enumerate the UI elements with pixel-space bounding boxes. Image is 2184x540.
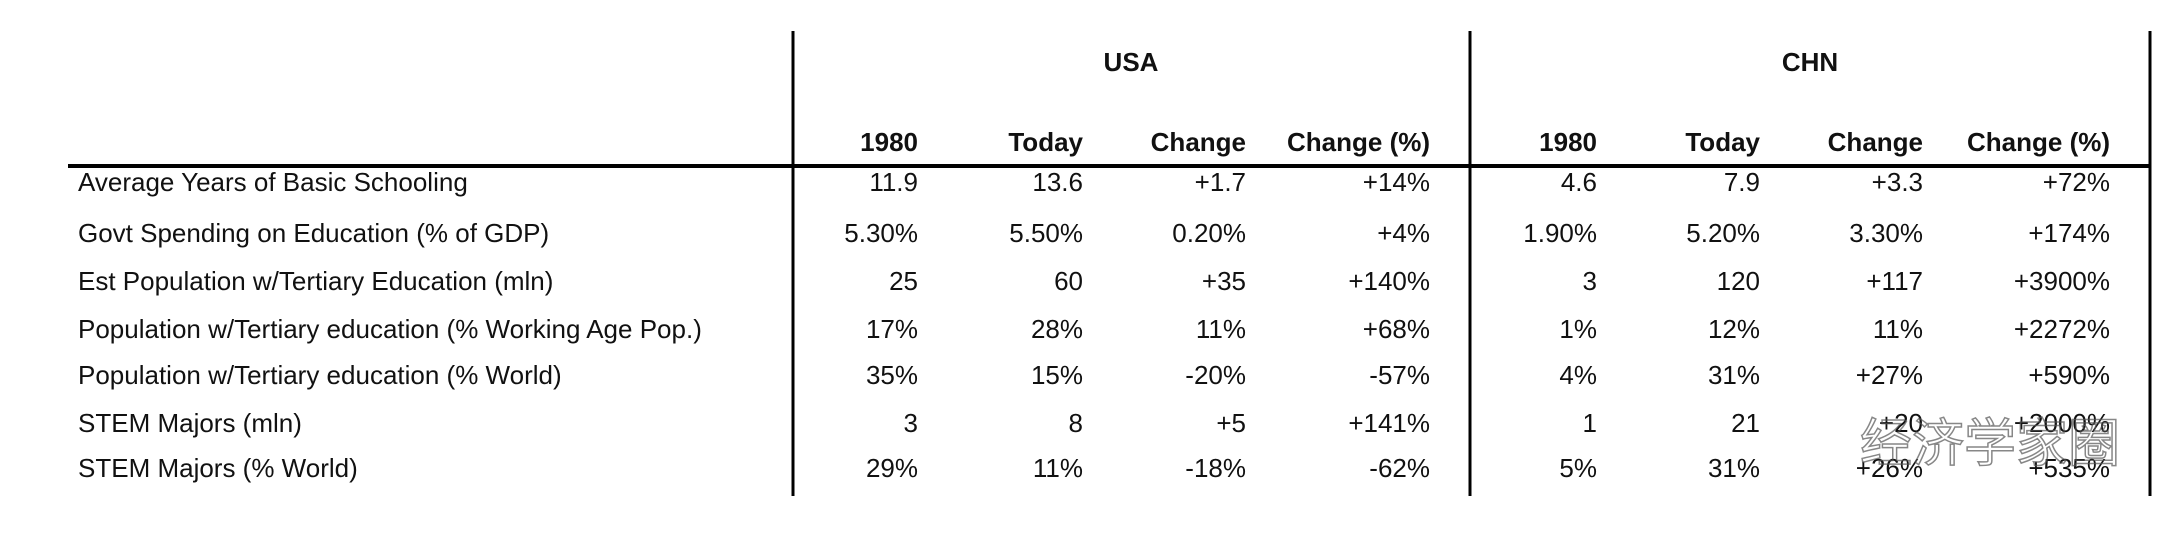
- row-label: STEM Majors (mln): [78, 408, 302, 438]
- cell: +535%: [2028, 453, 2110, 483]
- cell: 4%: [1559, 360, 1597, 390]
- cell: 60: [1054, 266, 1083, 296]
- cell: 5.20%: [1686, 218, 1760, 248]
- cell: 11%: [1033, 453, 1083, 483]
- cell: -20%: [1185, 360, 1246, 390]
- cell: +20: [1879, 408, 1923, 438]
- column-header: 1980: [1539, 127, 1597, 157]
- row-label: Population w/Tertiary education (% Worki…: [78, 314, 702, 344]
- cell: 5.30%: [844, 218, 918, 248]
- column-header: Today: [1008, 127, 1083, 157]
- cell: 3.30%: [1849, 218, 1923, 248]
- cell: 1.90%: [1523, 218, 1597, 248]
- cell: +4%: [1377, 218, 1430, 248]
- cell: 17%: [866, 314, 918, 344]
- column-header: Change (%): [1287, 127, 1430, 157]
- cell: +2000%: [2014, 408, 2110, 438]
- cell: 120: [1717, 266, 1760, 296]
- cell: 5.50%: [1009, 218, 1083, 248]
- cell: 11%: [1873, 314, 1923, 344]
- group-header: USA: [1104, 47, 1159, 77]
- cell: +14%: [1363, 167, 1430, 197]
- watermark: 经济学家圈: [1860, 416, 2120, 474]
- row-label: Average Years of Basic Schooling: [78, 167, 468, 197]
- cell: 5%: [1559, 453, 1597, 483]
- cell: 35%: [866, 360, 918, 390]
- cell: -57%: [1369, 360, 1430, 390]
- column-header: 1980: [860, 127, 918, 157]
- row-label: Population w/Tertiary education (% World…: [78, 360, 562, 390]
- cell: +72%: [2043, 167, 2110, 197]
- cell: +68%: [1363, 314, 1430, 344]
- row-label: Govt Spending on Education (% of GDP): [78, 218, 549, 248]
- cell: +5: [1216, 408, 1246, 438]
- row-label: Est Population w/Tertiary Education (mln…: [78, 266, 553, 296]
- cell: +140%: [1348, 266, 1430, 296]
- column-header: Today: [1685, 127, 1760, 157]
- cell: +174%: [2028, 218, 2110, 248]
- column-header: Change: [1151, 127, 1246, 157]
- cell: 13.6: [1032, 167, 1083, 197]
- group-header: CHN: [1782, 47, 1838, 77]
- cell: +27%: [1856, 360, 1923, 390]
- cell: 4.6: [1561, 167, 1597, 197]
- cell: 28%: [1031, 314, 1083, 344]
- cell: 3: [904, 408, 918, 438]
- cell: 31%: [1708, 360, 1760, 390]
- cell: 12%: [1708, 314, 1760, 344]
- cell: +26%: [1856, 453, 1923, 483]
- cell: 21: [1731, 408, 1760, 438]
- cell: +141%: [1348, 408, 1430, 438]
- cell: +590%: [2028, 360, 2110, 390]
- cell: -18%: [1185, 453, 1246, 483]
- cell: 11%: [1196, 314, 1246, 344]
- cell: 15%: [1031, 360, 1083, 390]
- cell: 7.9: [1724, 167, 1760, 197]
- cell: 25: [889, 266, 918, 296]
- cell: +35: [1202, 266, 1246, 296]
- cell: +1.7: [1195, 167, 1246, 197]
- column-header: Change: [1828, 127, 1923, 157]
- cell: -62%: [1369, 453, 1430, 483]
- cell: 1: [1583, 408, 1597, 438]
- column-header: Change (%): [1967, 127, 2110, 157]
- cell: +3.3: [1872, 167, 1923, 197]
- cell: 31%: [1708, 453, 1760, 483]
- cell: 11.9: [869, 167, 918, 197]
- cell: +2272%: [2014, 314, 2110, 344]
- cell: +3900%: [2014, 266, 2110, 296]
- cell: 8: [1069, 408, 1083, 438]
- cell: 0.20%: [1172, 218, 1246, 248]
- cell: +117: [1866, 266, 1923, 296]
- cell: 1%: [1559, 314, 1597, 344]
- cell: 29%: [866, 453, 918, 483]
- cell: 3: [1583, 266, 1597, 296]
- row-label: STEM Majors (% World): [78, 453, 358, 483]
